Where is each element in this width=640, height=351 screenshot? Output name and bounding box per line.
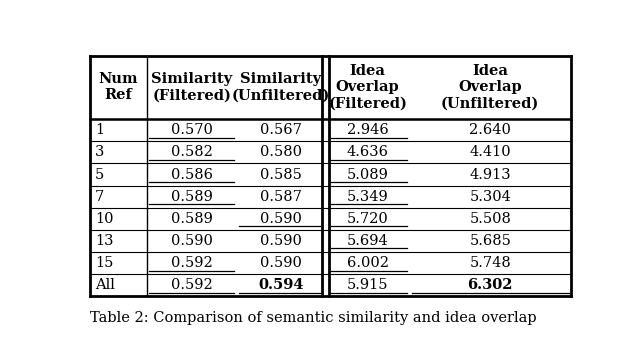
Text: 0.567: 0.567	[260, 123, 302, 137]
Text: 5: 5	[95, 167, 104, 181]
Text: 4.636: 4.636	[347, 145, 388, 159]
Text: Similarity
(Filtered): Similarity (Filtered)	[151, 72, 232, 102]
Text: 13: 13	[95, 234, 113, 248]
Text: 0.592: 0.592	[171, 278, 212, 292]
Text: 6.002: 6.002	[347, 256, 388, 270]
Text: 0.592: 0.592	[171, 256, 212, 270]
Text: 0.590: 0.590	[260, 212, 302, 226]
Text: 5.508: 5.508	[469, 212, 511, 226]
Text: 3: 3	[95, 145, 104, 159]
Text: 0.570: 0.570	[171, 123, 212, 137]
Text: 5.720: 5.720	[347, 212, 388, 226]
Text: 0.589: 0.589	[171, 212, 212, 226]
Text: 2.640: 2.640	[469, 123, 511, 137]
Text: Idea
Overlap
(Filtered): Idea Overlap (Filtered)	[328, 64, 407, 111]
Text: 0.594: 0.594	[258, 278, 303, 292]
Text: 15: 15	[95, 256, 113, 270]
Text: 5.089: 5.089	[347, 167, 388, 181]
Text: 0.586: 0.586	[171, 167, 212, 181]
Text: 5.915: 5.915	[347, 278, 388, 292]
Text: 0.582: 0.582	[171, 145, 212, 159]
Text: 5.694: 5.694	[347, 234, 388, 248]
Text: 0.590: 0.590	[260, 234, 302, 248]
Text: Table 2: Comparison of semantic similarity and idea overlap: Table 2: Comparison of semantic similari…	[90, 311, 536, 325]
Text: 0.589: 0.589	[171, 190, 212, 204]
Text: 0.585: 0.585	[260, 167, 302, 181]
Text: 0.587: 0.587	[260, 190, 302, 204]
Text: 10: 10	[95, 212, 113, 226]
Text: 6.302: 6.302	[467, 278, 513, 292]
Text: 0.580: 0.580	[260, 145, 302, 159]
Text: 4.913: 4.913	[469, 167, 511, 181]
Text: 2.946: 2.946	[347, 123, 388, 137]
Text: 5.685: 5.685	[469, 234, 511, 248]
Text: 5.748: 5.748	[469, 256, 511, 270]
Text: 7: 7	[95, 190, 104, 204]
Text: 5.349: 5.349	[347, 190, 388, 204]
Text: 0.590: 0.590	[260, 256, 302, 270]
Text: 5.304: 5.304	[469, 190, 511, 204]
Text: 0.590: 0.590	[171, 234, 212, 248]
Text: All: All	[95, 278, 115, 292]
Text: Similarity
(Unfiltered): Similarity (Unfiltered)	[232, 72, 330, 102]
Text: Idea
Overlap
(Unfiltered): Idea Overlap (Unfiltered)	[441, 64, 540, 111]
Text: 4.410: 4.410	[469, 145, 511, 159]
Text: Num
Ref: Num Ref	[99, 72, 138, 102]
Text: 1: 1	[95, 123, 104, 137]
